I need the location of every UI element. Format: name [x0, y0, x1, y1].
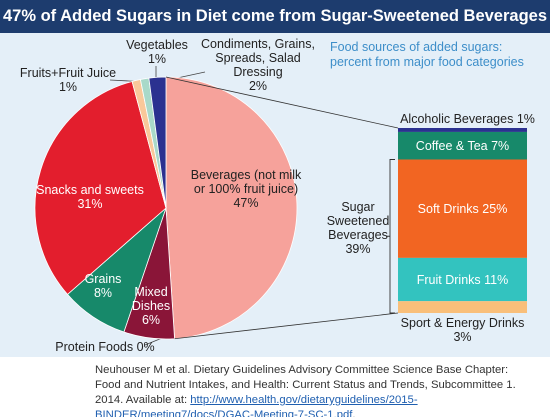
- pie-slice: [34, 80, 167, 295]
- segment-name: Fruit Drinks: [416, 272, 481, 287]
- segment-value: 7%: [491, 138, 510, 153]
- slice-value: 8%: [93, 286, 113, 300]
- group-name: Sugar Sweetened Beverages: [326, 200, 390, 242]
- slice-value: 6%: [141, 313, 161, 327]
- slice-label: Mixed Dishes 6%: [126, 285, 176, 327]
- segment-name: Soft Drinks: [417, 201, 479, 216]
- slice-label: Beverages (not milk or 100% fruit juice)…: [188, 168, 304, 210]
- slice-name: Beverages (not milk or 100% fruit juice): [190, 168, 302, 196]
- slice-name: Mixed Dishes: [131, 285, 171, 313]
- slice-name: Snacks and sweets: [36, 183, 144, 197]
- bar-segment: [398, 159, 527, 258]
- chart-title: 47% of Added Sugars in Diet come from Su…: [0, 0, 550, 33]
- segment-name: Sport & Energy Drinks: [400, 316, 525, 330]
- slice-label: Condiments, Grains, Spreads, Salad Dress…: [197, 37, 319, 93]
- slice-name: Grains: [84, 272, 122, 286]
- slice-label: Grains 8%: [78, 272, 128, 300]
- source-text: Neuhouser M et al. Dietary Guidelines Ad…: [95, 364, 516, 406]
- segment-name: Alcoholic Beverages: [400, 112, 514, 126]
- slice-name: Vegetables: [126, 38, 188, 52]
- segment-value: 3%: [453, 330, 472, 344]
- segment-value: 25%: [482, 201, 508, 216]
- segment-label: Fruit Drinks 11%: [398, 273, 527, 287]
- slice-label: Vegetables 1%: [118, 38, 196, 66]
- segment-label: Coffee & Tea 7%: [398, 139, 527, 153]
- slice-value: 31%: [77, 197, 103, 211]
- bar-segment: [398, 257, 527, 302]
- segment-label: Sport & Energy Drinks 3%: [388, 316, 537, 344]
- slice-label: Fruits+Fruit Juice 1%: [8, 66, 128, 94]
- connector: [165, 76, 399, 129]
- group-bracket: [386, 159, 395, 314]
- slice-value: 2%: [248, 79, 268, 93]
- slice-value: 47%: [233, 196, 259, 210]
- slice-value: 1%: [147, 52, 167, 66]
- slice-label: Protein Foods 0%: [40, 340, 170, 354]
- pie-slice: [148, 76, 167, 209]
- segment-label: Alcoholic Beverages 1%: [388, 112, 547, 126]
- group-value: 39%: [345, 242, 371, 256]
- segment-name: Coffee & Tea: [415, 138, 488, 153]
- bar-segment: [398, 128, 527, 132]
- slice-value: 1%: [58, 80, 78, 94]
- source-note: Neuhouser M et al. Dietary Guidelines Ad…: [95, 363, 535, 417]
- source-end: .: [352, 409, 356, 417]
- subtitle: Food sources of added sugars: percent fr…: [330, 40, 524, 69]
- segment-label: Soft Drinks 25%: [398, 202, 527, 216]
- connector: [174, 312, 399, 340]
- slice-name: Condiments, Grains, Spreads, Salad Dress…: [201, 37, 315, 79]
- bar-segment: [398, 131, 527, 160]
- slice-name: Protein Foods: [55, 340, 134, 354]
- segment-value: 1%: [516, 112, 535, 126]
- slice-name: Fruits+Fruit Juice: [19, 66, 117, 80]
- slice-label: Snacks and sweets 31%: [30, 183, 150, 211]
- slice-value: 0%: [136, 340, 155, 354]
- bar-segment: [398, 301, 527, 313]
- segment-value: 11%: [484, 272, 509, 287]
- group-label: Sugar Sweetened Beverages 39%: [318, 200, 398, 256]
- source-link[interactable]: http://www.health.gov/dietaryguidelines/…: [95, 394, 418, 417]
